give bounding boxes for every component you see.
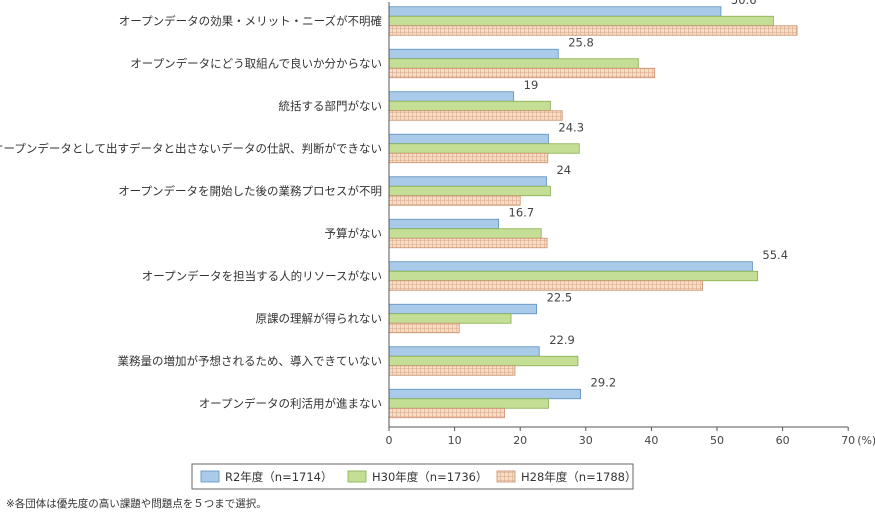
legend-label: H30年度（n=1736） [372,470,487,484]
bar-r2 [388,218,499,230]
bar-group: 22.9 [388,333,579,376]
category-label: オープンデータの利活用が進まない [199,397,382,411]
legend-swatch [200,470,220,483]
legend-box [191,463,634,490]
bar-h30 [388,270,759,282]
bar-r2 [388,303,538,315]
bar-h30 [388,355,579,367]
bar-h30 [388,185,551,197]
category-label: オープンデータを開始した後の業務プロセスが不明 [118,184,382,198]
x-tick-label: 70 [841,434,855,447]
bar-group: 24 [388,163,571,206]
bar-group: 25.8 [388,35,656,79]
bar-group: 24.3 [388,120,584,164]
bars-layer: 50.6 25.8 19 24.3 24 16.7 55.4 22.5 22.9 29.2 [388,0,798,419]
category-label: 統括する部門がない [279,99,383,113]
data-label: 24.3 [558,120,584,134]
data-label: 55.4 [762,248,788,262]
category-label: 原課の理解が得られない [256,312,383,326]
bar-group: 29.2 [388,375,617,419]
category-label: オープンデータにどう取組んで良いか分からない [130,57,382,71]
bar-r2 [388,6,722,17]
data-label: 19 [524,78,539,92]
bar-h28 [388,67,656,79]
category-label: オープンデータの効果・メリット・ニーズが不明確 [119,14,382,28]
bar-r2 [388,176,547,187]
x-tick-label: 60 [776,434,790,447]
x-unit-label: (%) [857,434,875,447]
bar-h30 [388,398,549,409]
bar-h30 [388,143,580,154]
data-label: 29.2 [591,375,617,389]
bar-group: 16.7 [388,205,548,249]
bar-group: 19 [388,78,563,121]
data-label: 50.6 [731,0,757,7]
legend: R2年度（n=1714） H30年度（n=1736） H28年度（n=1788） [191,463,636,490]
bar-h28 [388,237,548,249]
x-axis: 0 10 20 30 40 50 60 70 (%) [386,2,875,447]
bar-h30 [388,58,639,69]
bar-h30 [388,228,542,239]
legend-label: H28年度（n=1788） [521,470,636,484]
bar-group: 50.6 [388,0,798,36]
data-label: 22.9 [549,333,575,347]
bar-h28 [388,407,505,419]
footnote: ※各団体は優先度の高い課題や問題点を５つまで選択。 [6,498,267,510]
bar-r2 [388,261,753,272]
x-tick-label: 50 [710,434,724,447]
bar-h28 [388,195,521,206]
bar-h30 [388,313,512,324]
legend-swatch [347,470,367,483]
category-label: オープンデータを担当する人的リソースがない [142,269,382,283]
data-label: 22.5 [547,290,573,304]
x-tick-label: 30 [579,434,593,447]
category-label: 業務量の増加が予想されるため、導入できていない [118,354,383,368]
bar-h30 [388,100,551,112]
x-tick-label: 0 [386,434,393,447]
x-tick-label: 10 [448,434,462,447]
bar-h28 [388,280,703,291]
data-label: 16.7 [509,205,535,219]
bar-h28 [388,322,460,334]
legend-label: R2年度（n=1714） [225,470,333,484]
bar-h30 [388,15,774,27]
bar-h28 [388,365,516,376]
category-label: 予算がない [325,227,383,241]
bar-r2 [388,346,540,357]
data-label: 24 [556,163,571,177]
legend-swatch [496,470,516,483]
bar-h28 [388,152,549,164]
category-label: オープンデータとして出すデータと出さないデータの仕訳、判断ができない [0,142,382,156]
x-tick-label: 40 [644,434,658,447]
bar-h28 [388,25,798,36]
bar-group: 55.4 [388,248,788,291]
bar-h28 [388,110,563,121]
bar-r2 [388,48,559,60]
bar-r2 [388,133,549,145]
bar-group: 22.5 [388,290,573,334]
x-tick-label: 20 [513,434,527,447]
data-label: 25.8 [568,35,594,49]
category-labels: オープンデータの効果・メリット・ニーズが不明確オープンデータにどう取組んで良いか… [0,14,382,411]
bar-r2 [388,388,581,400]
bar-r2 [388,91,515,102]
